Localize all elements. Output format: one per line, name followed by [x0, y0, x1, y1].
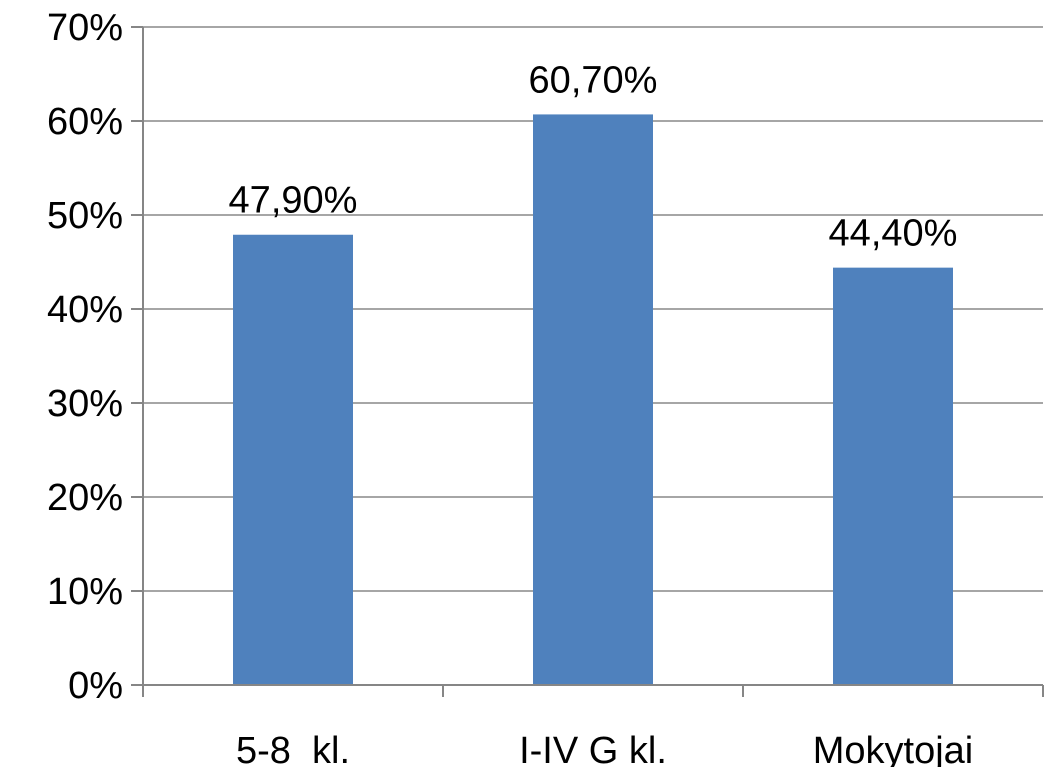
x-category-label: Mokytojai — [813, 730, 974, 767]
y-tick-label: 40% — [47, 289, 123, 331]
y-tick-label: 30% — [47, 383, 123, 425]
y-tick-label: 70% — [47, 7, 123, 49]
y-tick-label: 20% — [47, 477, 123, 519]
x-category-label: I-IV G kl. — [519, 730, 667, 767]
bar — [833, 268, 953, 685]
bar — [233, 235, 353, 685]
x-category-label: 5-8 kl. — [236, 730, 350, 767]
bar-data-label: 47,90% — [229, 180, 358, 222]
bar — [533, 114, 653, 685]
y-tick-label: 10% — [47, 571, 123, 613]
y-tick-label: 50% — [47, 195, 123, 237]
bar-data-label: 60,70% — [529, 59, 658, 101]
y-tick-label: 0% — [68, 665, 123, 707]
bar-data-label: 44,40% — [829, 213, 958, 255]
y-tick-label: 60% — [47, 101, 123, 143]
